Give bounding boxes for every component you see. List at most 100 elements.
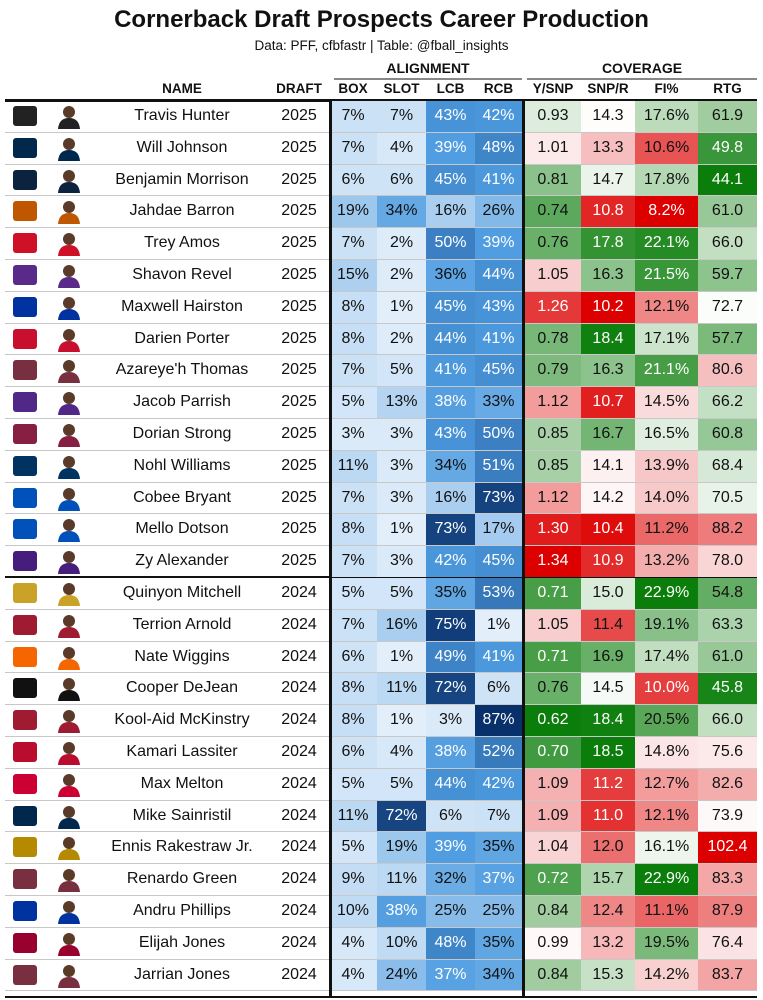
cell-name: Andru Phillips: [133, 902, 231, 919]
cell-snpr: 11.4: [581, 609, 635, 641]
kansas-logo: [13, 519, 37, 540]
cell-fi: 19.5%: [635, 927, 698, 959]
kentucky-logo: [13, 296, 37, 317]
cell-ysnp: 1.12: [525, 482, 581, 514]
cell-name: Jarrian Jones: [133, 965, 231, 983]
cell-rcb: 87%: [475, 705, 522, 736]
player-headshot: [58, 137, 80, 161]
florida-state-logo: [13, 360, 37, 381]
cell-fi: 12.1%: [635, 800, 698, 832]
chart-title: Cornerback Draft Prospects Career Produc…: [114, 6, 649, 33]
chart-subtitle: Data: PFF, cfbfastr | Table: @fball_insi…: [254, 38, 509, 53]
table-row: Mike Sainristil 2024 11% 72% 6% 7% 1.09 11.0 12.…: [5, 800, 757, 833]
cell-draft: 2025: [281, 138, 317, 156]
cell-ysnp: 0.74: [525, 196, 581, 228]
east-carolina-logo: [13, 265, 37, 285]
cell-name: Mike Sainristil: [132, 806, 232, 824]
cell-rtg: 61.9: [698, 101, 757, 132]
cell-rtg: 88.2: [698, 514, 757, 546]
cell-box: 5%: [329, 768, 377, 800]
cell-slot: 1%: [377, 291, 426, 323]
player-headshot: [58, 233, 80, 257]
cell-rtg: 61.0: [698, 641, 757, 673]
table-row: Maxwell Hairston 2025 8% 1% 45% 43% 1.26 10.2 12…: [5, 291, 757, 324]
cell-name: Mello Dotson: [135, 520, 229, 538]
cell-ysnp: 1.30: [525, 514, 581, 546]
column-header-lcb: LCB: [436, 81, 465, 96]
cell-draft: 2024: [281, 933, 317, 951]
column-header-rcb: RCB: [483, 81, 514, 96]
kansas-logo: [13, 487, 37, 508]
cell-rcb: 42%: [475, 101, 522, 132]
cell-name: Travis Hunter: [134, 107, 230, 124]
cell-rcb: 26%: [475, 196, 522, 228]
cell-draft: 2025: [281, 456, 317, 474]
cell-ysnp: 1.26: [525, 291, 581, 323]
cell-snpr: 10.9: [581, 546, 635, 577]
cell-ysnp: 0.85: [525, 419, 581, 450]
cell-draft: 2025: [281, 425, 317, 442]
table-row: Kool-Aid McKinstry 2024 8% 1% 3% 87% 0.62 18.4 2…: [5, 705, 757, 737]
cell-slot: 38%: [377, 896, 426, 927]
cell-box: 4%: [329, 959, 377, 991]
florida-state-logo: [13, 869, 37, 890]
player-headshot: [58, 392, 80, 416]
cell-slot: 3%: [377, 419, 426, 450]
table-row: Mello Dotson 2025 8% 1% 73% 17% 1.30 10.4 11.2% 8…: [5, 514, 757, 547]
toledo-logo: [13, 583, 37, 603]
cell-snpr: 14.5: [581, 673, 635, 705]
cell-lcb: 42%: [426, 546, 475, 577]
cell-box: 7%: [329, 228, 377, 259]
cell-slot: 11%: [377, 864, 426, 895]
cell-name: Zy Alexander: [135, 552, 229, 570]
cell-lcb: 41%: [426, 355, 475, 387]
cell-rcb: 43%: [475, 291, 522, 323]
cell-slot: 4%: [377, 132, 426, 164]
cell-rtg: 54.8: [698, 578, 757, 609]
player-headshot: [58, 710, 80, 734]
cell-snpr: 13.3: [581, 132, 635, 164]
cell-fi: 12.1%: [635, 291, 698, 323]
cell-rtg: 70.5: [698, 482, 757, 514]
cell-rcb: 41%: [475, 641, 522, 673]
cell-ysnp: 0.76: [525, 673, 581, 705]
cell-fi: 13.2%: [635, 546, 698, 577]
cell-rtg: 83.7: [698, 959, 757, 991]
cell-fi: 17.4%: [635, 641, 698, 673]
cell-fi: 21.1%: [635, 355, 698, 387]
cell-name: Jacob Parrish: [133, 393, 231, 411]
cell-box: 11%: [329, 450, 377, 482]
cell-box: 7%: [329, 132, 377, 164]
cell-box: 8%: [329, 291, 377, 323]
cell-ysnp: 1.05: [525, 260, 581, 291]
cell-slot: 34%: [377, 196, 426, 228]
cell-fi: 13.9%: [635, 450, 698, 482]
cell-draft: 2025: [281, 393, 317, 411]
cell-slot: 19%: [377, 832, 426, 864]
notre-dame-logo: [13, 169, 37, 190]
cell-name: Benjamin Morrison: [115, 170, 249, 188]
cell-rtg: 82.6: [698, 768, 757, 800]
cell-ysnp: 0.81: [525, 164, 581, 196]
cell-snpr: 12.4: [581, 896, 635, 927]
cell-box: 7%: [329, 355, 377, 387]
cell-rtg: 63.3: [698, 609, 757, 641]
cell-rcb: 51%: [475, 450, 522, 482]
cell-name: Kamari Lassiter: [126, 743, 238, 760]
cell-lcb: 43%: [426, 419, 475, 450]
cell-lcb: 6%: [426, 800, 475, 832]
kentucky-logo: [13, 901, 37, 921]
player-headshot: [58, 773, 80, 797]
cell-name: Darien Porter: [134, 329, 230, 347]
cell-fi: 8.2%: [635, 196, 698, 228]
cell-rtg: 66.0: [698, 228, 757, 259]
table-row: Max Melton 2024 5% 5% 44% 42% 1.09 11.2 12.7% 82.…: [5, 768, 757, 801]
cell-draft: 2025: [281, 552, 317, 570]
cell-slot: 5%: [377, 355, 426, 387]
cell-box: 8%: [329, 514, 377, 546]
table-row: Benjamin Morrison 2025 6% 6% 45% 41% 0.81 14.7 1…: [5, 164, 757, 197]
player-headshot: [58, 551, 80, 575]
cell-slot: 7%: [377, 101, 426, 132]
cell-snpr: 12.0: [581, 832, 635, 864]
cell-ysnp: 0.99: [525, 927, 581, 959]
